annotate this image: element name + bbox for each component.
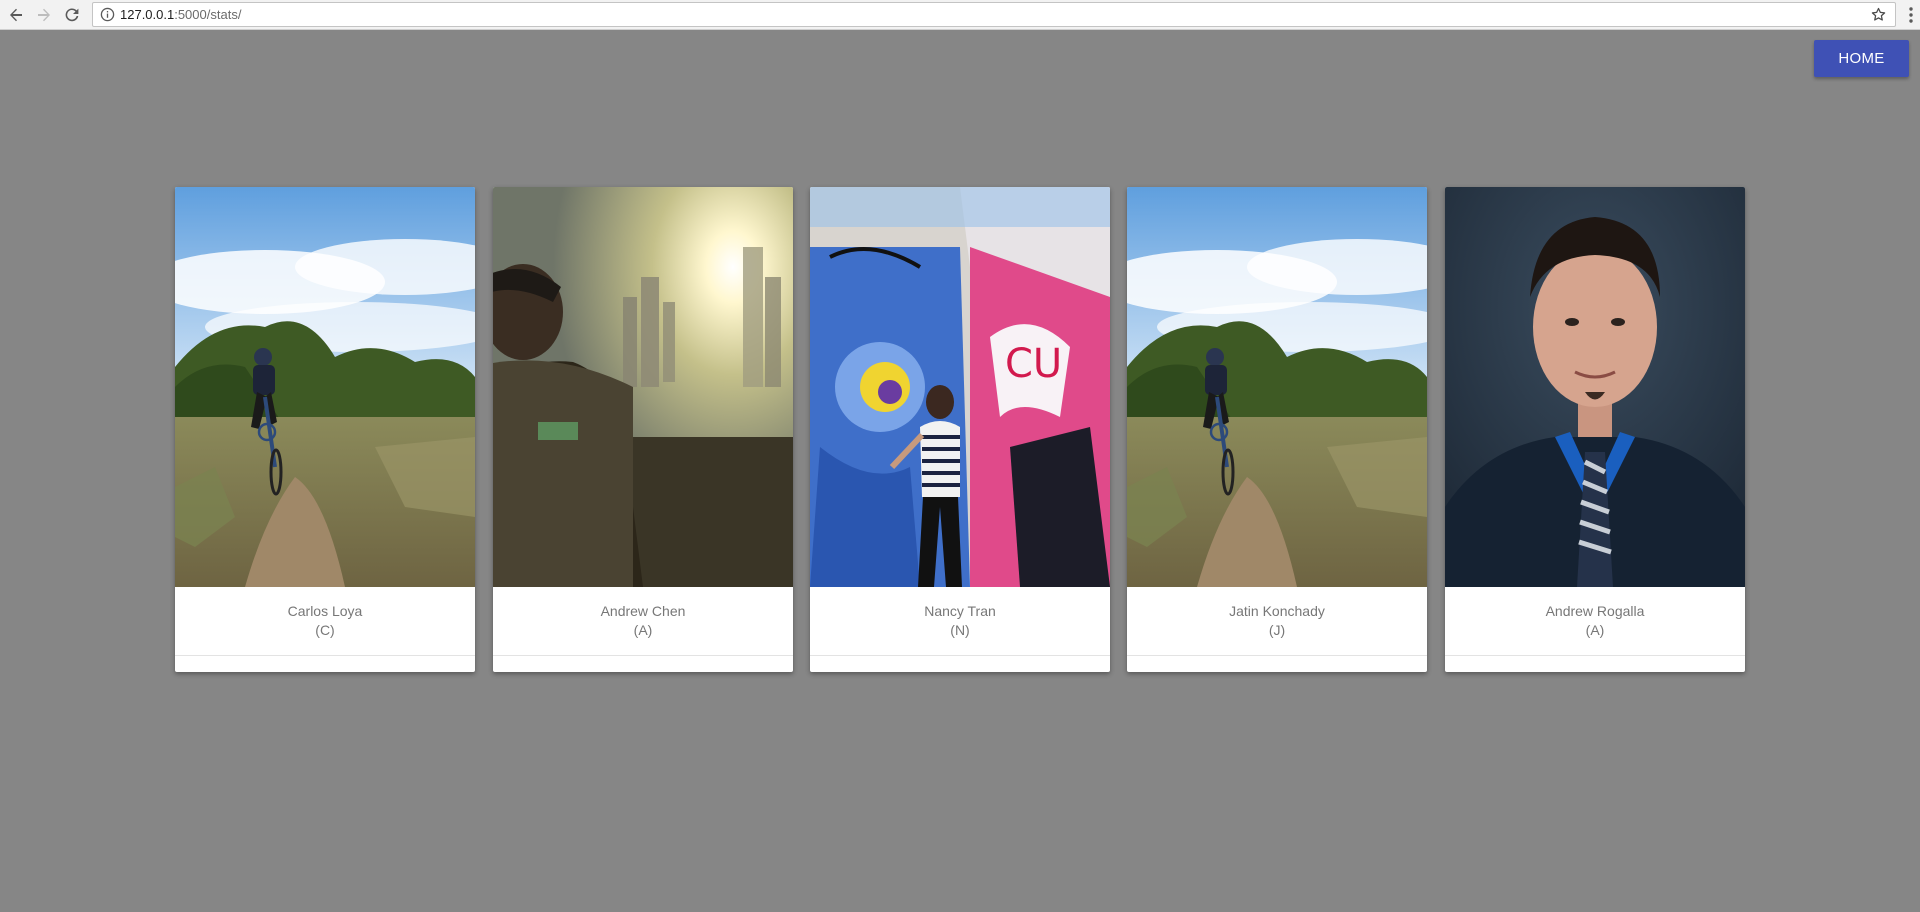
url-text[interactable]: 127.0.0.1:5000/stats/ [120, 7, 241, 23]
svg-text:CU: CU [1005, 341, 1062, 387]
person-card-andrew-chen[interactable]: Andrew Chen (A) [493, 187, 793, 672]
person-name: Andrew Chen [600, 603, 686, 619]
card-divider [810, 655, 1110, 656]
person-name: Nancy Tran [924, 603, 996, 619]
person-initial: (J) [1268, 622, 1286, 638]
person-photo: CU [810, 187, 1110, 587]
person-initial: (A) [1585, 622, 1605, 638]
person-photo [1445, 187, 1745, 587]
url-path: :5000/stats/ [174, 7, 242, 22]
home-button[interactable]: HOME [1814, 40, 1909, 77]
person-photo [175, 187, 475, 587]
info-icon[interactable] [100, 7, 115, 22]
address-bar[interactable]: 127.0.0.1:5000/stats/ [92, 2, 1896, 27]
person-photo [493, 187, 793, 587]
person-card-andrew-rogalla[interactable]: Andrew Rogalla (A) [1445, 187, 1745, 672]
person-initial: (A) [633, 622, 653, 638]
person-photo [1127, 187, 1427, 587]
back-icon [10, 8, 22, 22]
url-host: 127.0.0.1 [120, 7, 175, 22]
forward-button[interactable] [32, 3, 56, 27]
card-divider [175, 655, 475, 656]
reload-button[interactable] [60, 3, 84, 27]
star-icon[interactable] [1870, 6, 1887, 23]
menu-icon[interactable] [1908, 5, 1914, 25]
person-card-jatin-konchady[interactable]: Jatin Konchady (J) [1127, 187, 1427, 672]
forward-icon [38, 8, 50, 22]
person-initial: (C) [315, 622, 335, 638]
back-button[interactable] [4, 3, 28, 27]
person-card-nancy-tran[interactable]: CU Nancy Tran (N) [810, 187, 1110, 672]
person-name: Jatin Konchady [1229, 603, 1325, 619]
person-name: Carlos Loya [287, 603, 363, 619]
card-divider [493, 655, 793, 656]
card-divider [1445, 655, 1745, 656]
person-initial: (N) [950, 622, 970, 638]
browser-toolbar: 127.0.0.1:5000/stats/ [0, 0, 1920, 30]
person-card-carlos-loya[interactable]: Carlos Loya (C) [175, 187, 475, 672]
person-name: Andrew Rogalla [1545, 603, 1645, 619]
reload-icon [65, 8, 79, 22]
card-divider [1127, 655, 1427, 656]
